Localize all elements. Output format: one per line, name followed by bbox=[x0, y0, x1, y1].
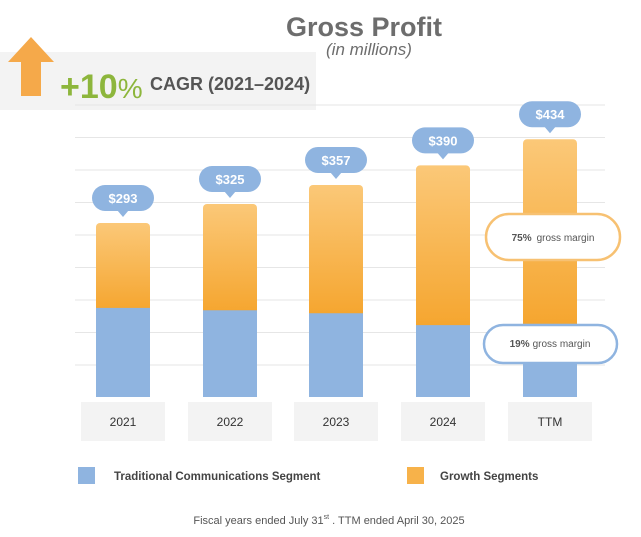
chart-subtitle: (in millions) bbox=[326, 40, 412, 59]
bar-traditional-2024 bbox=[416, 325, 470, 397]
category-box-2021 bbox=[81, 402, 165, 441]
cagr-value: +10% bbox=[60, 68, 143, 106]
legend-label-growth: Growth Segments bbox=[440, 471, 538, 483]
bar-growth-2021 bbox=[96, 222, 150, 312]
growth-margin-callout: 75% gross margin bbox=[484, 212, 622, 262]
legend: Traditional Communications Segment Growt… bbox=[78, 467, 538, 484]
category-label-2022: 2022 bbox=[217, 415, 244, 429]
total-label-2021: $293 bbox=[109, 191, 138, 206]
bar-growth-2022 bbox=[203, 203, 257, 315]
bar-growth-2023 bbox=[309, 184, 363, 318]
footnote: Fiscal years ended July 31st . TTM ended… bbox=[193, 514, 464, 527]
bar-traditional-2021 bbox=[96, 307, 150, 397]
total-label-ttm: $434 bbox=[536, 107, 566, 122]
traditional-margin-label: gross margin bbox=[533, 339, 591, 350]
footnote-part2: . TTM ended April 30, 2025 bbox=[329, 515, 465, 527]
total-bubble-2024 bbox=[412, 127, 474, 154]
category-label-2024: 2024 bbox=[430, 415, 457, 429]
category-box-2024 bbox=[401, 402, 485, 441]
category-box-ttm bbox=[508, 402, 592, 441]
cagr-label: CAGR (2021–2024) bbox=[150, 74, 310, 94]
total-label-2022: $325 bbox=[216, 172, 245, 187]
traditional-margin-pct: 19% bbox=[510, 339, 530, 350]
legend-label-traditional: Traditional Communications Segment bbox=[114, 471, 321, 483]
category-label-2021: 2021 bbox=[110, 415, 137, 429]
total-bubble-pointer-ttm bbox=[544, 126, 556, 134]
total-bubble-pointer-2024 bbox=[437, 152, 449, 160]
cagr-banner: +10% CAGR (2021–2024) bbox=[0, 37, 316, 110]
total-label-2024: $390 bbox=[429, 133, 458, 148]
total-bubble-2021 bbox=[92, 184, 154, 211]
total-label-2023: $357 bbox=[322, 153, 351, 168]
chart-title: Gross Profit bbox=[286, 12, 442, 42]
footnote-superscript: st bbox=[324, 514, 330, 521]
legend-swatch-traditional bbox=[78, 467, 95, 484]
growth-margin-label: gross margin bbox=[537, 233, 595, 244]
category-label-ttm: TTM bbox=[538, 415, 563, 429]
total-bubble-ttm bbox=[519, 101, 581, 128]
total-bubble-pointer-2022 bbox=[224, 190, 236, 198]
cagr-value-number: +10 bbox=[60, 68, 118, 106]
growth-margin-pct: 75% bbox=[512, 233, 532, 244]
growth-margin-text: 75% gross margin bbox=[512, 233, 595, 244]
category-box-2023 bbox=[294, 402, 378, 441]
total-bubble-pointer-2023 bbox=[330, 171, 342, 179]
traditional-margin-callout-outline bbox=[482, 323, 619, 365]
footnote-part1: Fiscal years ended July 31 bbox=[193, 515, 323, 527]
traditional-margin-callout: 19% gross margin bbox=[482, 323, 619, 365]
total-bubble-2022 bbox=[199, 165, 261, 192]
category-label-2023: 2023 bbox=[323, 415, 350, 429]
category-box-2022 bbox=[188, 402, 272, 441]
bars: 2021 $293 2022 $325 2023 $357 2024 $390 TTM $434 bbox=[81, 101, 592, 441]
up-arrow-icon bbox=[8, 37, 54, 96]
bar-traditional-2022 bbox=[203, 310, 257, 397]
bar-traditional-2023 bbox=[309, 313, 363, 397]
total-bubble-pointer-2021 bbox=[117, 209, 129, 217]
growth-margin-callout-outline bbox=[484, 212, 622, 262]
cagr-percent-sign: % bbox=[118, 73, 143, 104]
traditional-margin-text: 19% gross margin bbox=[510, 339, 591, 350]
total-bubble-2023 bbox=[305, 146, 367, 173]
legend-swatch-growth bbox=[407, 467, 424, 484]
bar-growth-2024 bbox=[416, 165, 470, 330]
